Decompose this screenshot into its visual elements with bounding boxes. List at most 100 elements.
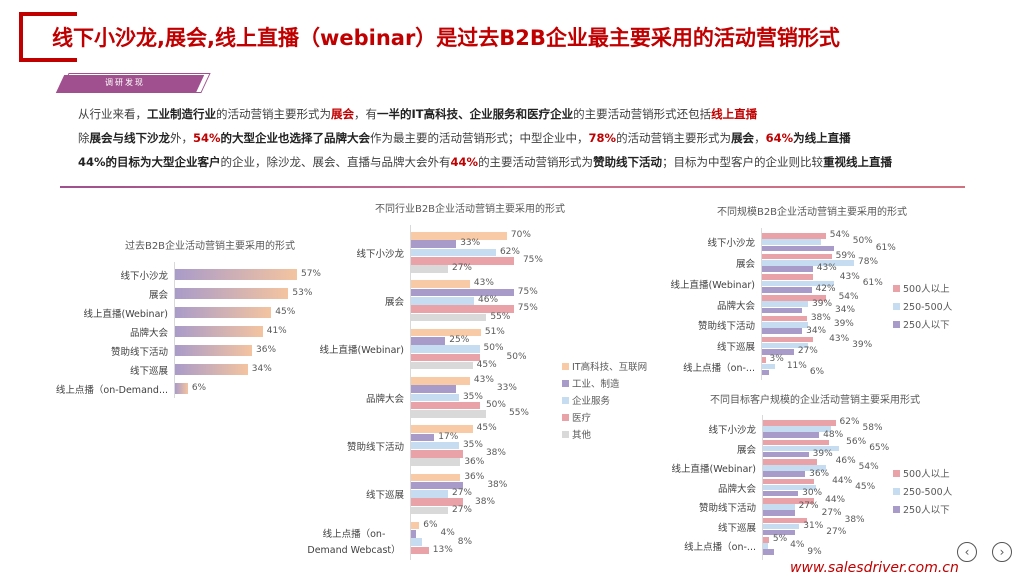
target-data-label: 46% [835, 456, 856, 467]
finding-text: 作为最主要的活动营销形式；中型企业中， [370, 131, 589, 145]
industry-data-label: 75% [517, 303, 538, 314]
overall-category-label: 赞助线下活动 [110, 346, 168, 358]
industry-bar [411, 296, 475, 305]
target-bar [763, 537, 769, 543]
industry-bar [411, 425, 473, 433]
industry-legend-item: 企业服务 [562, 393, 610, 407]
target-legend-item: 250人以下 [893, 502, 950, 516]
industry-data-label: 50% [506, 351, 527, 362]
industry-bar [411, 336, 446, 345]
target-data-label: 36% [809, 468, 830, 479]
slide-title: 线下小沙龙,展会,线上直播（webinar）是过去B2B企业最主要采用的活动营销… [52, 26, 840, 50]
target-data-label: 4% [790, 540, 805, 551]
website-link[interactable]: www.salesdriver.com.cn [790, 560, 959, 576]
target-bar [763, 517, 808, 524]
target-data-label: 38% [844, 514, 865, 525]
industry-data-label: 27% [451, 263, 472, 274]
legend-swatch [893, 469, 900, 477]
size-bar [762, 287, 812, 293]
finding-highlight: 44%的目标为大型企业客户 [78, 155, 221, 169]
industry-bar [411, 506, 448, 515]
industry-data-label: 35% [462, 391, 483, 402]
finding-text: ；目标为中型客户的企业则比较 [662, 155, 824, 169]
finding-text: 外， [170, 131, 193, 145]
industry-data-label: 4% [440, 528, 455, 539]
industry-data-label: 43% [473, 375, 494, 386]
size-legend-item: 500人以上 [893, 281, 950, 295]
size-category-label: 赞助线下活动 [697, 321, 755, 333]
target-bar [763, 549, 774, 555]
size-data-label: 43% [816, 263, 837, 274]
industry-data-label: 36% [464, 456, 485, 467]
size-bar [762, 328, 803, 335]
finding-line-2: 除展会与线下沙龙外，54%的大型企业也选择了品牌大会作为最主要的活动营销形式；中… [78, 130, 851, 146]
size-bar [762, 322, 809, 328]
industry-bar [411, 248, 496, 257]
legend-label: 250-500人 [903, 487, 953, 498]
target-category-label: 品牌大会 [717, 483, 756, 495]
overall-bar [175, 383, 188, 394]
size-bar [762, 280, 834, 287]
overall-category-label: 线上直播(Webinar) [83, 308, 168, 320]
industry-bar [411, 490, 448, 498]
industry-data-label: 50% [483, 343, 504, 354]
size-bar [762, 260, 855, 266]
legend-swatch [562, 362, 569, 370]
finding-text: 的活动营销主要形式为 [616, 131, 732, 145]
size-data-label: 43% [829, 333, 850, 344]
industry-bar [411, 441, 459, 450]
finding-highlight: 78% [588, 131, 617, 145]
legend-swatch [562, 396, 569, 404]
target-data-label: 27% [821, 507, 842, 518]
target-bar [763, 510, 795, 516]
target-bar [763, 523, 800, 530]
industry-category-label: 线下小沙龙 [356, 248, 404, 260]
finding-text: 的活动营销主要形式为 [216, 107, 331, 121]
overall-data-label: 6% [191, 382, 207, 393]
size-legend-item: 250人以下 [893, 317, 950, 331]
industry-bar [411, 385, 457, 393]
size-data-label: 39% [852, 339, 873, 350]
industry-bar [411, 433, 435, 442]
size-bar [762, 336, 813, 343]
industry-data-label: 51% [484, 326, 505, 337]
legend-label: 500人以上 [903, 284, 950, 295]
size-data-label: 43% [839, 271, 860, 282]
industry-bar [411, 232, 507, 240]
finding-line-3: 44%的目标为大型企业客户的企业，除沙龙、展会、直播与品牌大会外有44%的主要活… [78, 154, 892, 170]
industry-data-label: 27% [451, 504, 472, 515]
prev-slide-button[interactable]: ‹ [957, 542, 977, 562]
industry-bar [411, 288, 514, 297]
industry-data-label: 38% [485, 448, 506, 459]
size-bar [762, 274, 813, 281]
target-bar [763, 439, 829, 446]
industry-data-label: 75% [517, 286, 538, 297]
size-bar [762, 266, 813, 272]
finding-highlight: 工业制造行业 [147, 107, 216, 121]
industry-legend-item: 工业、制造 [562, 376, 620, 390]
legend-swatch [893, 505, 900, 513]
industry-data-label: 38% [487, 479, 508, 490]
next-slide-button[interactable]: › [992, 542, 1012, 562]
target-data-label: 58% [862, 423, 883, 434]
industry-data-label: 25% [449, 335, 470, 346]
overall-data-label: 34% [251, 363, 272, 374]
legend-swatch [893, 284, 900, 292]
legend-swatch [562, 413, 569, 421]
overall-bar [175, 364, 248, 375]
finding-highlight: 展会与线下沙龙 [89, 131, 171, 145]
size-bar [762, 342, 809, 349]
size-data-label: 27% [797, 346, 818, 357]
size-bar [762, 245, 834, 252]
size-data-label: 6% [809, 366, 825, 377]
target-category-label: 展会 [736, 444, 756, 456]
industry-bar [411, 546, 429, 555]
industry-bar [411, 256, 514, 265]
finding-highlight: 重视线上直播 [823, 155, 893, 169]
size-bar [762, 363, 775, 370]
finding-highlight: 线上直播 [711, 107, 758, 121]
legend-label: 企业服务 [572, 396, 611, 407]
size-category-label: 线下巡展 [716, 341, 755, 353]
industry-bar [411, 353, 480, 362]
overall-bar [175, 288, 289, 299]
